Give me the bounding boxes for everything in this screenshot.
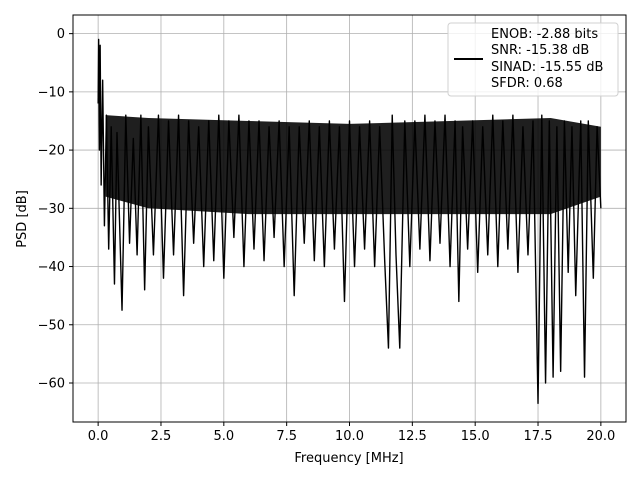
- x-tick-label: 20.0: [586, 429, 615, 444]
- y-axis-ticks: 0 −10 −20 −30 −40 −50 −60: [38, 27, 73, 391]
- legend-text-snr: SNR: -15.38 dB: [491, 43, 589, 58]
- series-layer: [97, 38, 602, 405]
- x-tick-label: 2.5: [151, 429, 172, 444]
- legend-text-sfdr: SFDR: 0.68: [491, 76, 563, 91]
- x-tick-label: 0.0: [88, 429, 109, 444]
- y-tick-label: −20: [38, 144, 65, 159]
- psd-series-line: [97, 38, 602, 405]
- legend: ENOB: -2.88 bits SNR: -15.38 dB SINAD: -…: [447, 22, 619, 97]
- x-axis-ticks: 0.0 2.5 5.0 7.5 10.0 12.5 15.0 17.5 20.0: [88, 422, 615, 444]
- legend-box: [447, 22, 619, 97]
- x-tick-label: 7.5: [276, 429, 297, 444]
- y-tick-label: 0: [57, 27, 65, 42]
- legend-text-sinad: SINAD: -15.55 dB: [491, 60, 603, 75]
- y-tick-label: −40: [38, 260, 65, 275]
- x-tick-label: 5.0: [213, 429, 234, 444]
- x-tick-label: 17.5: [524, 429, 553, 444]
- x-tick-label: 10.0: [335, 429, 364, 444]
- legend-text-enob: ENOB: -2.88 bits: [491, 27, 598, 42]
- y-tick-label: −60: [38, 376, 65, 391]
- y-tick-label: −50: [38, 318, 65, 333]
- y-tick-label: −30: [38, 202, 65, 217]
- x-tick-label: 12.5: [398, 429, 427, 444]
- x-tick-label: 15.0: [461, 429, 490, 444]
- y-tick-label: −10: [38, 85, 65, 100]
- y-axis-label: PSD [dB]: [15, 190, 30, 248]
- x-axis-label: Frequency [MHz]: [294, 451, 403, 466]
